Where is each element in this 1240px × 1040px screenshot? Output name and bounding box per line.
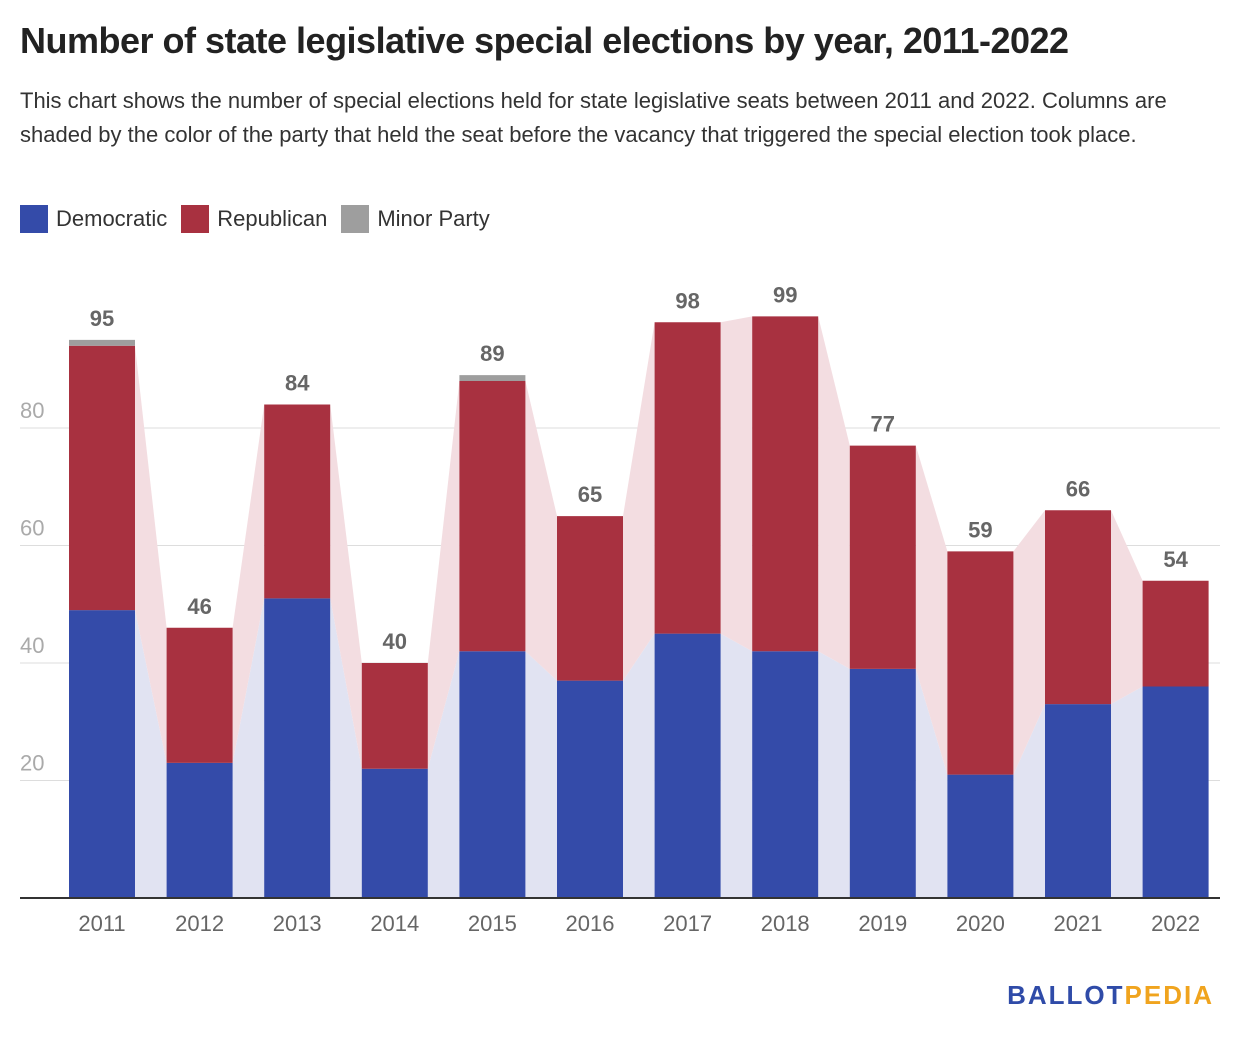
band-democratic-2013 [330,598,362,898]
x-tick-label-2013: 2013 [273,911,322,936]
band-democratic-2016 [623,633,655,898]
band-republican-2012 [232,404,265,763]
legend-swatch-democratic [20,205,48,233]
bar-republican-2022 [1142,580,1209,687]
legend-item-democratic: Democratic [20,205,167,233]
x-tick-label-2012: 2012 [175,911,224,936]
band-republican-2021 [1111,510,1143,705]
bar-republican-2016 [557,516,623,681]
band-republican-2017 [720,316,753,652]
bar-democratic-2014 [361,768,428,898]
bar-republican-2014 [361,663,428,769]
band-republican-2014 [427,381,460,769]
bar-democratic-2016 [557,680,623,898]
total-label-2012: 46 [187,594,211,619]
bar-republican-2020 [947,551,1014,775]
bar-republican-2018 [752,316,819,652]
total-label-2020: 59 [968,517,992,542]
total-label-2015: 89 [480,341,504,366]
band-democratic-2018 [818,651,850,898]
bar-democratic-2011 [69,610,135,898]
total-label-2011: 95 [90,306,114,331]
band-democratic-2015 [525,651,557,898]
band-democratic-2020 [1013,704,1045,898]
band-democratic-2017 [720,633,753,898]
band-democratic-2012 [232,598,265,898]
logo-part1: BALLOT [1007,980,1125,1010]
bar-minor-party-2015 [459,375,526,381]
x-tick-label-2016: 2016 [566,911,615,936]
x-tick-label-2015: 2015 [468,911,517,936]
x-tick-label-2022: 2022 [1151,911,1200,936]
x-tick-label-2017: 2017 [663,911,712,936]
bar-democratic-2013 [264,598,331,898]
bar-democratic-2012 [166,762,233,898]
x-tick-label-2021: 2021 [1054,911,1103,936]
total-label-2018: 99 [773,282,797,307]
band-republican-2016 [623,322,655,681]
bar-democratic-2017 [654,633,721,898]
legend-label-republican: Republican [217,206,328,231]
bar-democratic-2018 [752,651,819,898]
bar-republican-2019 [849,445,916,669]
total-label-2022: 54 [1163,547,1188,572]
total-label-2021: 66 [1066,476,1090,501]
bar-republican-2017 [654,322,721,634]
y-tick-label: 40 [20,633,44,658]
bar-republican-2012 [166,627,233,763]
ballotpedia-logo: BALLOTPEDIA [1007,980,1214,1011]
total-label-2017: 98 [675,288,699,313]
y-tick-label: 60 [20,516,44,541]
bar-democratic-2021 [1045,704,1111,898]
total-label-2014: 40 [383,629,407,654]
chart-title: Number of state legislative special elec… [20,20,1069,61]
x-tick-label-2018: 2018 [761,911,810,936]
legend-label-democratic: Democratic [56,206,168,231]
legend: Democratic Republican Minor Party [20,205,504,233]
bar-democratic-2022 [1142,686,1209,898]
x-tick-label-2014: 2014 [370,911,419,936]
x-tick-label-2020: 2020 [956,911,1005,936]
band-democratic-2014 [427,651,460,898]
bar-democratic-2020 [947,774,1014,898]
x-tick-label-2011: 2011 [78,911,125,936]
band-democratic-2019 [915,668,948,898]
y-tick-label: 20 [20,751,44,776]
legend-label-minor-party: Minor Party [377,206,490,231]
logo-part2: PEDIA [1124,980,1214,1010]
legend-item-minor-party: Minor Party [341,205,490,233]
band-republican-2015 [525,381,557,681]
y-tick-label: 80 [20,398,44,423]
total-label-2013: 84 [285,371,310,396]
band-republican-2019 [915,445,948,775]
legend-swatch-republican [181,205,210,233]
band-republican-2013 [330,404,362,769]
total-label-2016: 65 [578,482,602,507]
band-republican-2020 [1013,510,1045,775]
x-tick-label-2019: 2019 [858,911,907,936]
bar-republican-2021 [1045,510,1111,705]
band-republican-2011 [135,345,167,763]
legend-swatch-minor-party [341,205,370,233]
bar-democratic-2019 [849,668,916,898]
bar-republican-2015 [459,381,526,652]
bar-minor-party-2011 [69,339,135,346]
band-democratic-2011 [135,610,167,898]
band-republican-2018 [818,316,850,669]
bar-democratic-2015 [459,651,526,898]
bar-republican-2013 [264,404,331,599]
chart-plot: 20 40 60 80 95 2011 46 2012 84 2013 40 2014 89 2015 65… [20,282,1220,936]
band-democratic-2021 [1111,686,1143,898]
legend-item-republican: Republican [181,205,327,233]
total-label-2019: 77 [871,412,895,437]
bar-republican-2011 [69,345,135,611]
chart-subtitle: This chart shows the number of special e… [20,88,1167,147]
